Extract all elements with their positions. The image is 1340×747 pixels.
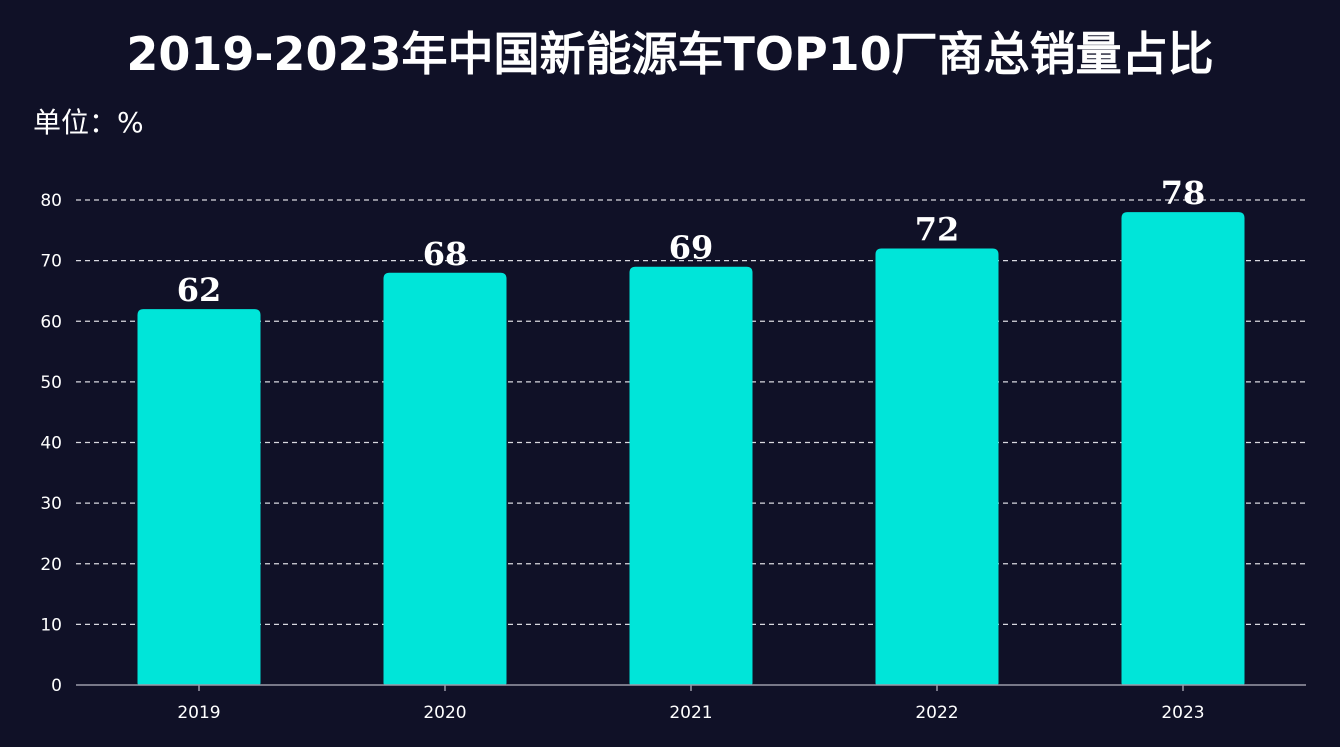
x-tick-label: 2019 bbox=[177, 703, 220, 723]
data-labels: 62 68 69 72 78 bbox=[177, 174, 1206, 309]
x-tick-label: 2020 bbox=[423, 703, 466, 723]
chart-title: 2019-2023年中国新能源车TOP10厂商总销量占比 bbox=[126, 27, 1214, 81]
y-tick-label: 50 bbox=[40, 373, 62, 393]
bar-2023 bbox=[1121, 212, 1245, 685]
y-tick-label: 20 bbox=[40, 555, 62, 575]
data-label-2020: 68 bbox=[423, 235, 468, 273]
bar-2022 bbox=[875, 248, 999, 685]
data-label-2023: 78 bbox=[1161, 174, 1206, 212]
x-tick-label: 2023 bbox=[1161, 703, 1204, 723]
data-label-2021: 69 bbox=[669, 229, 714, 267]
y-tick-label: 40 bbox=[40, 434, 62, 454]
y-axis-tick-labels: 0 10 20 30 40 50 60 70 80 bbox=[40, 191, 62, 696]
x-axis-ticks: 2019 2020 2021 2022 2023 bbox=[177, 685, 1205, 723]
bars bbox=[137, 212, 1245, 685]
x-tick-label: 2021 bbox=[669, 703, 712, 723]
y-tick-label: 30 bbox=[40, 494, 62, 514]
bar-2020 bbox=[383, 272, 507, 685]
unit-label: 单位：% bbox=[33, 106, 144, 139]
bar-2021 bbox=[629, 266, 753, 685]
y-tick-label: 0 bbox=[51, 676, 62, 696]
y-tick-label: 10 bbox=[40, 615, 62, 635]
data-label-2022: 72 bbox=[915, 211, 960, 249]
y-tick-label: 70 bbox=[40, 252, 62, 272]
y-tick-label: 60 bbox=[40, 312, 62, 332]
y-tick-label: 80 bbox=[40, 191, 62, 211]
bar-2019 bbox=[137, 309, 261, 685]
data-label-2019: 62 bbox=[177, 271, 222, 309]
x-tick-label: 2022 bbox=[915, 703, 958, 723]
